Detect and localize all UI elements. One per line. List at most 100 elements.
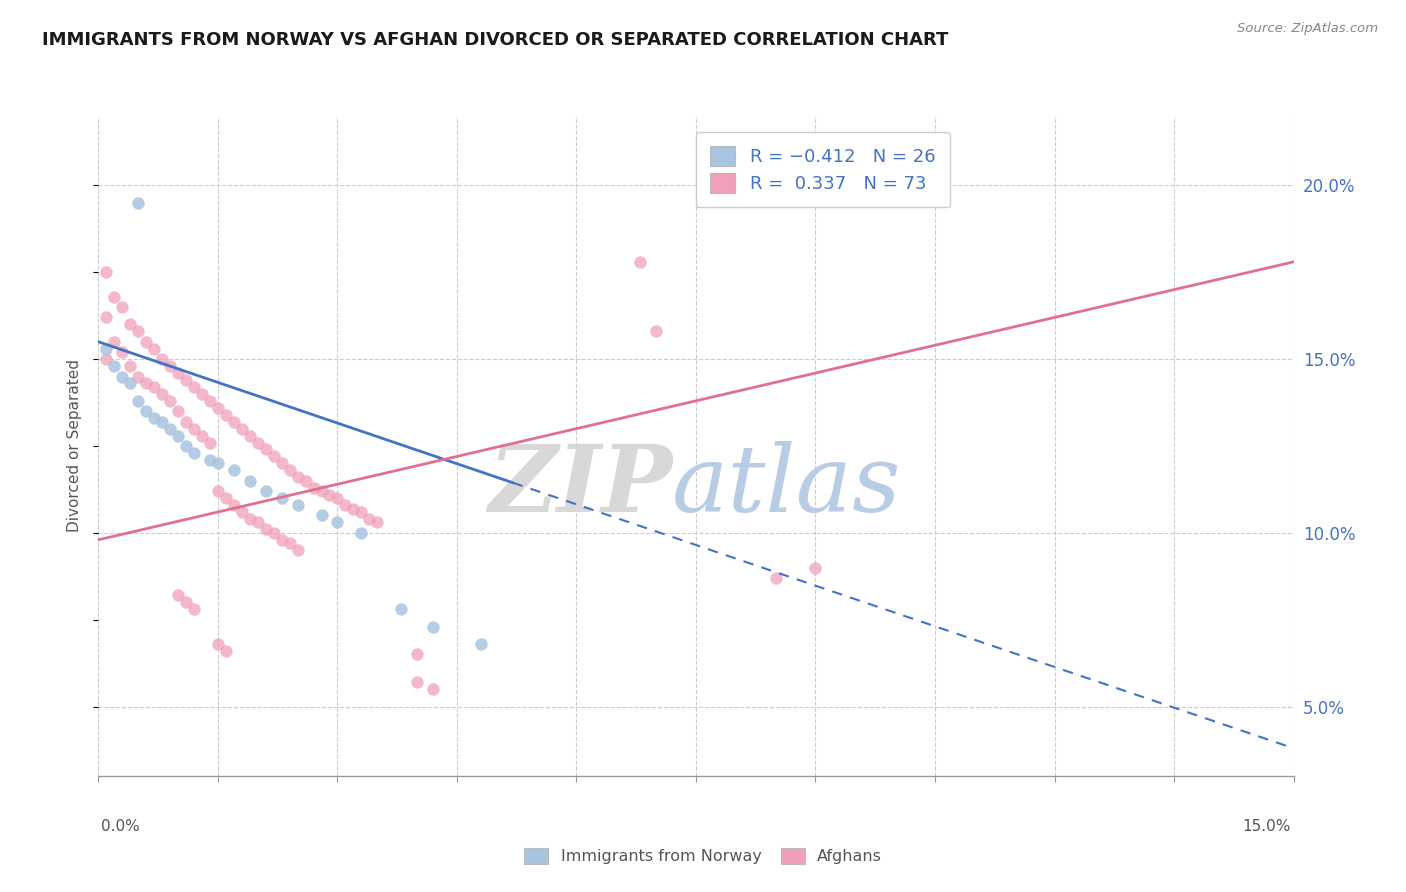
Point: [222, 463, 245, 477]
Point: [215, 491, 238, 505]
Point: [207, 637, 229, 651]
Point: [270, 456, 292, 470]
Point: [143, 411, 166, 425]
Point: [263, 525, 285, 540]
Point: [294, 474, 316, 488]
Point: [120, 376, 142, 391]
Point: [191, 428, 214, 442]
Point: [207, 401, 229, 415]
Point: [804, 560, 827, 574]
Point: [207, 456, 229, 470]
Point: [135, 334, 157, 349]
Point: [159, 359, 181, 373]
Point: [287, 470, 309, 484]
Point: [96, 310, 118, 325]
Text: 0.0%: 0.0%: [101, 820, 141, 834]
Point: [167, 588, 190, 602]
Point: [231, 422, 253, 436]
Point: [120, 359, 142, 373]
Point: [135, 376, 157, 391]
Point: [127, 369, 149, 384]
Point: [103, 359, 125, 373]
Point: [389, 602, 412, 616]
Point: [239, 474, 262, 488]
Point: [342, 501, 364, 516]
Point: [215, 644, 238, 658]
Point: [406, 675, 429, 690]
Point: [96, 352, 118, 367]
Point: [159, 393, 181, 408]
Point: [167, 404, 190, 418]
Point: [628, 255, 651, 269]
Point: [159, 422, 181, 436]
Point: [270, 491, 292, 505]
Point: [143, 342, 166, 356]
Text: atlas: atlas: [672, 441, 901, 531]
Y-axis label: Divorced or Separated: Divorced or Separated: [67, 359, 83, 533]
Text: ZIP: ZIP: [488, 441, 672, 531]
Legend: R = −0.412   N = 26, R =  0.337   N = 73: R = −0.412 N = 26, R = 0.337 N = 73: [696, 132, 950, 208]
Point: [127, 393, 149, 408]
Point: [350, 505, 373, 519]
Point: [318, 488, 340, 502]
Legend: Immigrants from Norway, Afghans: Immigrants from Norway, Afghans: [517, 841, 889, 871]
Point: [174, 439, 197, 453]
Text: Source: ZipAtlas.com: Source: ZipAtlas.com: [1237, 22, 1378, 36]
Point: [254, 442, 277, 457]
Point: [174, 373, 197, 387]
Point: [96, 265, 118, 279]
Point: [311, 484, 333, 499]
Point: [96, 342, 118, 356]
Point: [111, 369, 134, 384]
Point: [183, 446, 205, 460]
Point: [103, 334, 125, 349]
Point: [150, 415, 173, 429]
Point: [335, 498, 357, 512]
Point: [167, 428, 190, 442]
Point: [366, 516, 388, 530]
Point: [207, 484, 229, 499]
Point: [191, 387, 214, 401]
Point: [231, 505, 253, 519]
Text: 15.0%: 15.0%: [1243, 820, 1291, 834]
Point: [287, 498, 309, 512]
Point: [183, 422, 205, 436]
Point: [311, 508, 333, 523]
Point: [239, 512, 262, 526]
Point: [183, 380, 205, 394]
Point: [278, 536, 301, 550]
Point: [278, 463, 301, 477]
Point: [422, 620, 444, 634]
Point: [645, 324, 668, 338]
Point: [215, 408, 238, 422]
Point: [287, 543, 309, 558]
Point: [127, 324, 149, 338]
Point: [254, 522, 277, 536]
Point: [150, 387, 173, 401]
Point: [326, 516, 349, 530]
Point: [246, 435, 269, 450]
Point: [174, 415, 197, 429]
Point: [246, 516, 269, 530]
Point: [198, 435, 221, 450]
Point: [111, 300, 134, 314]
Point: [270, 533, 292, 547]
Point: [254, 484, 277, 499]
Point: [239, 428, 262, 442]
Point: [326, 491, 349, 505]
Point: [222, 415, 245, 429]
Point: [198, 393, 221, 408]
Point: [135, 404, 157, 418]
Point: [143, 380, 166, 394]
Point: [765, 571, 787, 585]
Point: [167, 366, 190, 380]
Point: [470, 637, 492, 651]
Point: [222, 498, 245, 512]
Point: [422, 682, 444, 697]
Point: [183, 602, 205, 616]
Point: [111, 345, 134, 359]
Point: [174, 595, 197, 609]
Point: [350, 525, 373, 540]
Point: [127, 195, 149, 210]
Point: [120, 318, 142, 332]
